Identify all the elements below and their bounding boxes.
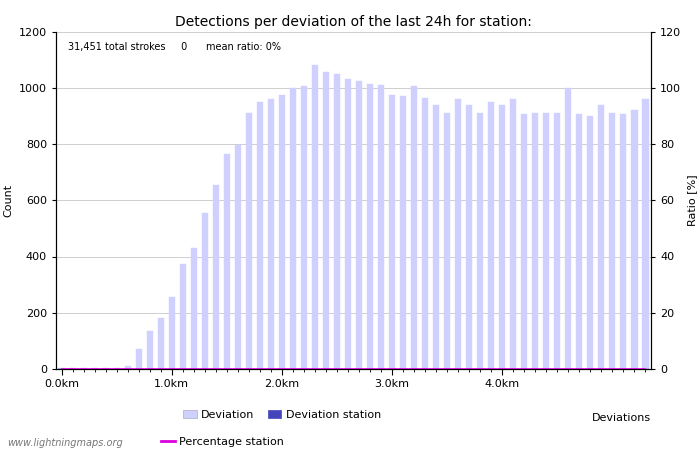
Bar bbox=[598, 105, 604, 369]
Bar bbox=[488, 102, 494, 369]
Bar bbox=[312, 65, 318, 369]
Bar bbox=[631, 110, 638, 369]
Bar bbox=[169, 297, 175, 369]
Bar bbox=[146, 331, 153, 369]
Bar bbox=[554, 113, 561, 369]
Bar bbox=[103, 368, 108, 369]
Y-axis label: Count: Count bbox=[4, 184, 13, 217]
Bar bbox=[334, 74, 340, 369]
Bar bbox=[367, 84, 373, 369]
Bar bbox=[522, 114, 527, 369]
Bar bbox=[576, 114, 582, 369]
Bar bbox=[422, 98, 428, 369]
Bar bbox=[378, 85, 384, 369]
Bar bbox=[279, 95, 285, 369]
Bar bbox=[202, 213, 208, 369]
Bar bbox=[510, 99, 517, 369]
Bar bbox=[290, 88, 296, 369]
Bar bbox=[345, 79, 351, 369]
Bar bbox=[444, 113, 450, 369]
Bar bbox=[532, 113, 538, 369]
Bar bbox=[620, 114, 626, 369]
Bar bbox=[213, 185, 219, 369]
Bar bbox=[400, 96, 406, 369]
Bar bbox=[246, 113, 252, 369]
Bar bbox=[224, 154, 230, 369]
Bar bbox=[136, 349, 141, 369]
Bar bbox=[543, 113, 550, 369]
Bar bbox=[113, 368, 120, 369]
Bar bbox=[566, 88, 571, 369]
Bar bbox=[180, 264, 186, 369]
Bar bbox=[411, 86, 417, 369]
Text: 31,451 total strokes     0      mean ratio: 0%: 31,451 total strokes 0 mean ratio: 0% bbox=[68, 42, 281, 52]
Bar bbox=[433, 105, 439, 369]
Legend: Percentage station: Percentage station bbox=[157, 432, 288, 450]
Y-axis label: Ratio [%]: Ratio [%] bbox=[687, 175, 696, 226]
Bar bbox=[323, 72, 329, 369]
Bar bbox=[466, 105, 473, 369]
Bar bbox=[389, 95, 395, 369]
Bar bbox=[587, 116, 594, 369]
Bar bbox=[499, 105, 505, 369]
Bar bbox=[268, 99, 274, 369]
Bar bbox=[158, 319, 164, 369]
Bar bbox=[610, 113, 615, 369]
Bar bbox=[257, 102, 263, 369]
Bar bbox=[125, 366, 131, 369]
Bar bbox=[643, 99, 648, 369]
Bar bbox=[190, 248, 197, 369]
Bar bbox=[477, 113, 483, 369]
Bar bbox=[301, 86, 307, 369]
Bar bbox=[455, 99, 461, 369]
Bar bbox=[234, 145, 241, 369]
Bar bbox=[59, 368, 64, 369]
Bar bbox=[356, 81, 362, 369]
Text: www.lightningmaps.org: www.lightningmaps.org bbox=[7, 438, 122, 448]
Text: Deviations: Deviations bbox=[592, 413, 651, 423]
Title: Detections per deviation of the last 24h for station:: Detections per deviation of the last 24h… bbox=[175, 15, 532, 29]
